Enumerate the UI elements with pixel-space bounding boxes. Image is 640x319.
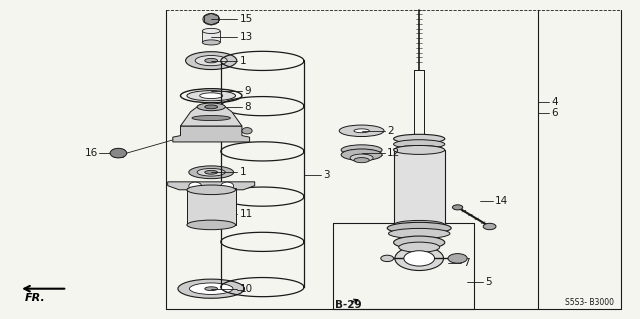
Ellipse shape [339, 125, 384, 137]
Polygon shape [168, 182, 255, 190]
Ellipse shape [381, 255, 394, 262]
Ellipse shape [448, 254, 467, 263]
Ellipse shape [200, 93, 223, 99]
Ellipse shape [221, 182, 234, 190]
Ellipse shape [399, 242, 440, 252]
Ellipse shape [186, 52, 237, 70]
Ellipse shape [205, 287, 218, 291]
Text: 1: 1 [240, 56, 246, 66]
Polygon shape [173, 126, 250, 142]
Text: FR.: FR. [25, 293, 45, 303]
Text: 15: 15 [240, 14, 253, 24]
Ellipse shape [387, 222, 451, 234]
Ellipse shape [203, 13, 220, 25]
Ellipse shape [350, 154, 373, 162]
Ellipse shape [197, 103, 225, 111]
Ellipse shape [178, 279, 244, 298]
Polygon shape [180, 107, 242, 126]
Ellipse shape [110, 148, 127, 158]
Ellipse shape [189, 283, 233, 294]
Ellipse shape [341, 145, 382, 155]
Text: 5: 5 [485, 277, 492, 287]
Ellipse shape [205, 105, 218, 109]
Ellipse shape [394, 145, 445, 154]
Ellipse shape [483, 223, 496, 230]
Text: 7: 7 [463, 258, 469, 268]
Ellipse shape [197, 168, 225, 176]
Ellipse shape [388, 228, 450, 239]
Ellipse shape [187, 185, 236, 195]
Text: 10: 10 [240, 284, 253, 294]
Bar [187, 188, 236, 225]
Text: B-29: B-29 [335, 300, 362, 310]
Ellipse shape [187, 91, 236, 101]
Ellipse shape [394, 220, 445, 229]
Ellipse shape [394, 236, 445, 249]
Text: 11: 11 [240, 209, 253, 219]
Text: 2: 2 [387, 126, 394, 136]
Text: 14: 14 [495, 196, 508, 206]
Ellipse shape [354, 158, 369, 163]
Ellipse shape [395, 246, 444, 271]
Text: 4: 4 [552, 97, 558, 107]
Ellipse shape [404, 251, 435, 266]
Bar [394, 150, 445, 225]
Text: 12: 12 [387, 148, 401, 158]
Text: 6: 6 [552, 108, 558, 118]
Text: 16: 16 [85, 148, 99, 158]
Ellipse shape [354, 129, 369, 133]
Ellipse shape [189, 166, 234, 179]
Ellipse shape [395, 145, 444, 153]
Ellipse shape [202, 28, 220, 33]
Ellipse shape [187, 220, 236, 230]
Ellipse shape [394, 134, 445, 143]
Ellipse shape [341, 149, 382, 160]
Ellipse shape [202, 40, 220, 45]
Text: 13: 13 [240, 32, 253, 42]
Ellipse shape [242, 128, 252, 134]
Text: S5S3- B3000: S5S3- B3000 [565, 298, 614, 307]
Text: 3: 3 [323, 170, 330, 181]
Bar [202, 31, 220, 42]
Ellipse shape [189, 182, 202, 190]
Ellipse shape [205, 58, 218, 63]
Ellipse shape [195, 56, 227, 66]
Ellipse shape [205, 170, 218, 174]
Text: 1: 1 [240, 167, 246, 177]
Text: 9: 9 [244, 86, 251, 96]
Ellipse shape [192, 115, 230, 121]
Text: 8: 8 [244, 102, 251, 112]
Ellipse shape [394, 140, 445, 149]
Ellipse shape [452, 205, 463, 210]
